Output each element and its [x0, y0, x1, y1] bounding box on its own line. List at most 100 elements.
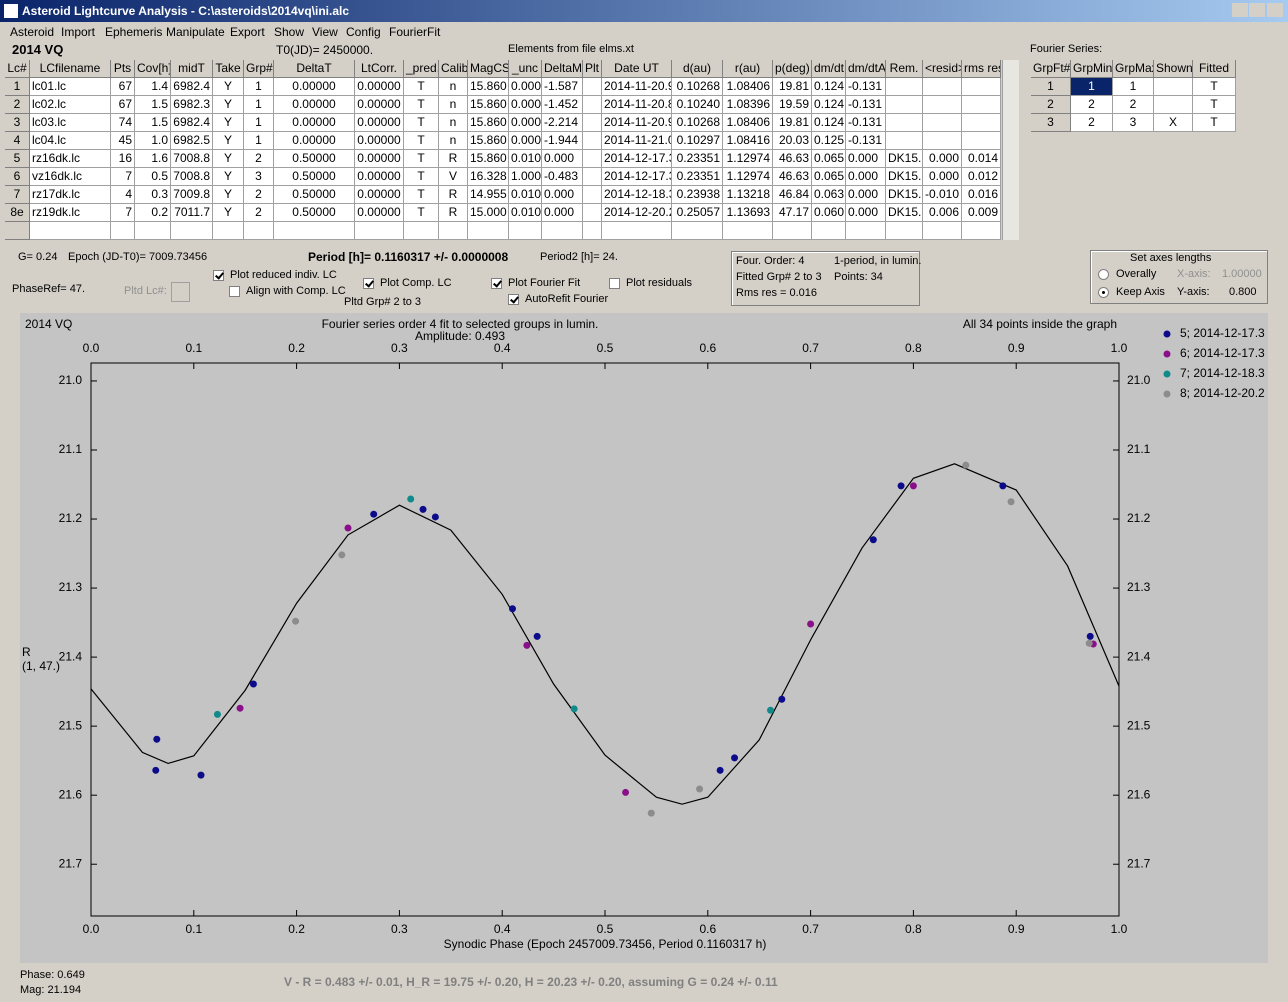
table-cell[interactable]: 0.5 [135, 168, 171, 186]
table-cell[interactable]: 0.3 [135, 186, 171, 204]
table-cell[interactable]: 0.00000 [274, 96, 355, 114]
table-cell[interactable]: 0.23351 [672, 168, 723, 186]
table-cell[interactable]: 7008.8 [171, 150, 213, 168]
table-cell[interactable]: 2014-11-20.8 [602, 96, 672, 114]
table-cell[interactable]: 0.000 [509, 96, 542, 114]
table-cell[interactable]: 2 [244, 150, 274, 168]
table-cell[interactable] [583, 150, 602, 168]
table-cell[interactable] [962, 132, 1001, 150]
table-cell[interactable]: Y [213, 78, 244, 96]
table-cell[interactable]: 2 [1113, 96, 1154, 114]
table-cell[interactable]: 47.17 [773, 204, 812, 222]
table-cell[interactable]: 0.009 [962, 204, 1001, 222]
table-cell[interactable]: Y [213, 150, 244, 168]
table-cell[interactable]: 0.006 [923, 204, 962, 222]
table-cell[interactable]: 15.860 [468, 96, 509, 114]
radio-button[interactable] [1098, 269, 1109, 280]
menu-item[interactable]: Export [230, 25, 265, 39]
table-cell[interactable]: 15.860 [468, 150, 509, 168]
table-cell[interactable] [404, 222, 439, 240]
table-cell[interactable]: rz16dk.lc [30, 150, 111, 168]
table-cell[interactable]: 0.000 [542, 186, 583, 204]
table-cell[interactable]: R [439, 204, 468, 222]
table-cell[interactable]: 0.125 [812, 132, 846, 150]
table-cell[interactable]: 0.124 [812, 96, 846, 114]
table-cell[interactable]: 0.065 [812, 168, 846, 186]
table-cell[interactable]: 0.010 [509, 204, 542, 222]
table-cell[interactable]: 20.03 [773, 132, 812, 150]
minimize-button[interactable] [1232, 3, 1248, 17]
table-cell[interactable]: R [439, 186, 468, 204]
table-cell[interactable]: 0.012 [962, 168, 1001, 186]
table-cell[interactable]: -2.214 [542, 114, 583, 132]
table-cell[interactable]: n [439, 78, 468, 96]
table-cell[interactable]: 7 [111, 204, 135, 222]
table-cell[interactable]: 0.010 [509, 186, 542, 204]
table-cell[interactable]: 0.00000 [274, 78, 355, 96]
table-cell[interactable] [962, 114, 1001, 132]
table-cell[interactable]: 0.50000 [274, 204, 355, 222]
table-cell[interactable]: 1.5 [135, 96, 171, 114]
menu-item[interactable]: Config [346, 25, 381, 39]
table-cell[interactable] [355, 222, 404, 240]
table-cell[interactable]: 1.08396 [723, 96, 773, 114]
table-cell[interactable]: 0.000 [923, 150, 962, 168]
table-cell[interactable]: 0.000 [542, 150, 583, 168]
table-cell[interactable] [583, 222, 602, 240]
table-cell[interactable] [723, 222, 773, 240]
table-cell[interactable]: T [404, 186, 439, 204]
table-cell[interactable]: 0.014 [962, 150, 1001, 168]
table-cell[interactable]: 0.124 [812, 114, 846, 132]
table-scrollbar[interactable] [1002, 60, 1019, 240]
checkbox[interactable] [508, 294, 519, 305]
table-cell[interactable]: 6982.5 [171, 132, 213, 150]
table-cell[interactable]: 19.81 [773, 78, 812, 96]
table-cell[interactable]: 0.00000 [355, 150, 404, 168]
table-cell[interactable]: 0.000 [509, 132, 542, 150]
lc-spinner[interactable] [171, 282, 190, 302]
table-cell[interactable]: Y [213, 96, 244, 114]
table-cell[interactable]: T [1193, 96, 1236, 114]
table-cell[interactable]: 0.00000 [274, 132, 355, 150]
table-cell[interactable] [171, 222, 213, 240]
table-cell[interactable] [439, 222, 468, 240]
table-cell[interactable]: 0.10297 [672, 132, 723, 150]
table-cell[interactable]: 0.00000 [355, 78, 404, 96]
table-cell[interactable]: 7011.7 [171, 204, 213, 222]
table-cell[interactable]: -0.131 [846, 132, 886, 150]
table-cell[interactable] [1154, 78, 1193, 96]
table-cell[interactable] [583, 204, 602, 222]
table-cell[interactable]: 0.00000 [274, 114, 355, 132]
table-cell[interactable]: -0.131 [846, 96, 886, 114]
table-cell[interactable] [213, 222, 244, 240]
table-cell[interactable]: 1.12974 [723, 150, 773, 168]
table-cell[interactable]: 46.84 [773, 186, 812, 204]
table-cell[interactable]: T [404, 150, 439, 168]
table-cell[interactable]: 0.063 [812, 186, 846, 204]
table-cell[interactable] [886, 132, 923, 150]
table-cell[interactable]: 0.50000 [274, 150, 355, 168]
table-cell[interactable] [886, 222, 923, 240]
table-cell[interactable] [886, 114, 923, 132]
table-cell[interactable]: n [439, 96, 468, 114]
table-cell[interactable] [111, 222, 135, 240]
table-cell[interactable] [886, 96, 923, 114]
table-cell[interactable]: vz16dk.lc [30, 168, 111, 186]
table-cell[interactable] [583, 132, 602, 150]
table-cell[interactable]: Y [213, 132, 244, 150]
table-cell[interactable]: T [404, 132, 439, 150]
checkbox[interactable] [229, 286, 240, 297]
menu-item[interactable]: Ephemeris [105, 25, 163, 39]
table-cell[interactable]: -1.452 [542, 96, 583, 114]
table-cell[interactable] [962, 222, 1001, 240]
table-cell[interactable]: T [404, 96, 439, 114]
table-cell[interactable]: 0.23351 [672, 150, 723, 168]
close-button[interactable] [1267, 3, 1283, 17]
table-cell[interactable]: 0.065 [812, 150, 846, 168]
table-cell[interactable]: 1.0 [135, 132, 171, 150]
table-cell[interactable] [923, 78, 962, 96]
table-cell[interactable]: 0.016 [962, 186, 1001, 204]
table-cell[interactable]: T [404, 78, 439, 96]
table-cell[interactable]: 0.060 [812, 204, 846, 222]
table-cell[interactable]: X [1154, 114, 1193, 132]
